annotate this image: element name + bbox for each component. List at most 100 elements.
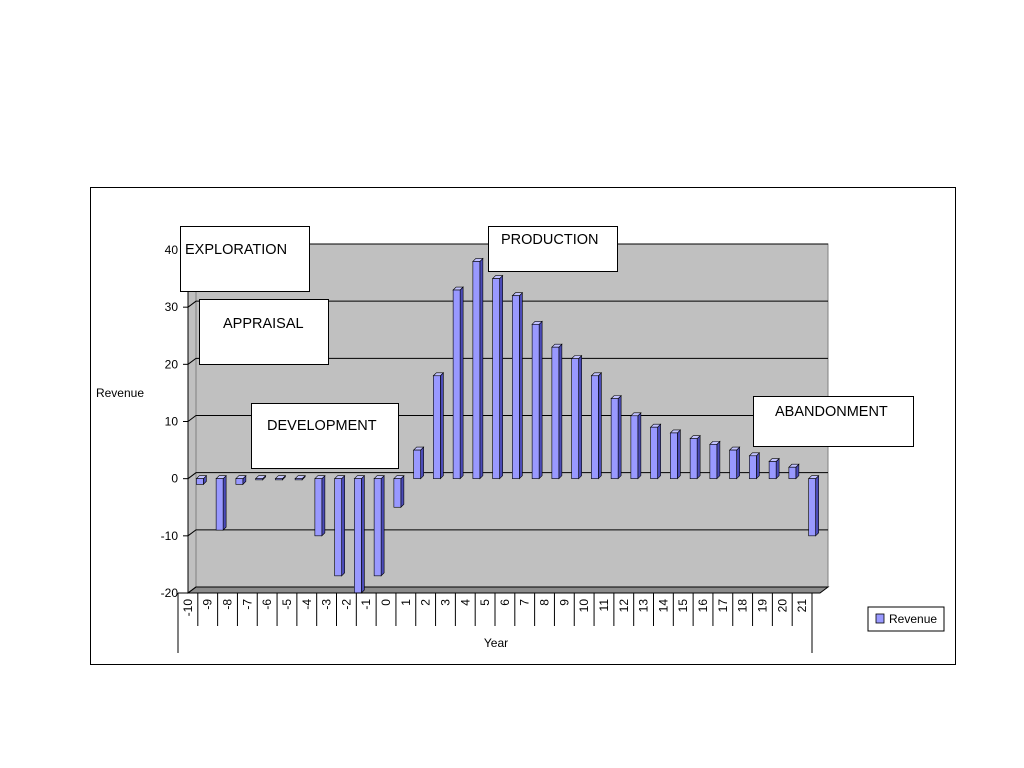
bar-side (440, 372, 444, 480)
gridline (187, 300, 828, 308)
bar (433, 375, 441, 479)
bar-side (558, 343, 563, 480)
x-tick-label: 3 (438, 599, 452, 606)
bar-side (341, 474, 345, 577)
bar-side (519, 292, 523, 480)
legend-swatch (875, 613, 885, 624)
x-tick-label: -10 (181, 599, 195, 617)
y-tick-label: 30 (165, 300, 179, 314)
x-tick-label: 17 (716, 599, 730, 613)
x-tick-label: 6 (498, 599, 512, 606)
x-tick-label: 7 (518, 599, 532, 606)
bar (591, 375, 599, 479)
bar (294, 478, 303, 481)
bar (354, 478, 362, 594)
x-tick-label: -5 (280, 599, 294, 610)
y-tick-label: 0 (171, 472, 178, 486)
bar (630, 415, 639, 479)
bar (275, 478, 283, 481)
bar (551, 346, 560, 479)
bar-side (420, 446, 424, 480)
bar-side (637, 412, 642, 480)
bar-side (736, 446, 740, 480)
x-tick-label: 15 (676, 599, 690, 613)
bar (255, 478, 263, 481)
chart-frame: -20 -10 0 10 20 30 40 Revenue -10 -9 -8 -7 -6 -5 -4 -3-… (90, 187, 956, 665)
annotation-production-label: PRODUCTION (501, 232, 599, 248)
bar-side (657, 423, 661, 480)
bar (373, 478, 382, 577)
x-tick-label: 16 (696, 599, 710, 613)
bar-side (775, 457, 780, 480)
bar-side (696, 434, 701, 480)
bar-side (499, 274, 503, 480)
bar (235, 478, 244, 485)
y-tick-label: -10 (161, 529, 179, 543)
y-tick-label: 40 (165, 243, 179, 257)
x-tick-label: 14 (656, 599, 670, 613)
bar-side (677, 429, 681, 480)
x-tick-label: 4 (458, 599, 472, 606)
annotation-production: PRODUCTION (488, 226, 618, 272)
annotation-exploration: EXPLORATION (180, 226, 310, 292)
bar-side (756, 452, 760, 480)
bar (749, 455, 757, 479)
bar-side (578, 354, 582, 480)
plot-floor (186, 586, 830, 594)
annotation-exploration-label: EXPLORATION (185, 242, 288, 258)
bar (729, 449, 737, 479)
x-tick-label: 10 (577, 599, 591, 613)
bar-side (598, 372, 602, 480)
bar (472, 261, 481, 479)
x-tick-label: 18 (736, 599, 750, 613)
x-tick-label: 13 (637, 599, 651, 613)
annotation-appraisal-label: APPRAISAL (223, 316, 304, 332)
x-tick-label: 12 (617, 599, 631, 613)
bar (709, 444, 718, 479)
annotation-development-label: DEVELOPMENT (267, 418, 377, 434)
bar (215, 478, 224, 531)
bar (413, 449, 421, 479)
x-tick-label: 20 (775, 599, 789, 613)
bar (768, 461, 777, 479)
annotation-appraisal: APPRAISAL (199, 299, 329, 365)
y-axis-title: Revenue (96, 386, 144, 400)
bar-side (459, 286, 464, 480)
bar (334, 478, 342, 577)
bar (788, 466, 797, 479)
bar-side (479, 257, 484, 480)
legend-label: Revenue (889, 612, 937, 626)
x-tick-label: -4 (300, 599, 314, 610)
bar (452, 289, 461, 479)
x-tick-label: -2 (339, 599, 353, 610)
gridline (187, 529, 828, 537)
x-tick-label: 11 (597, 599, 611, 612)
bar-side (716, 440, 721, 480)
bar (531, 324, 540, 479)
bar (808, 478, 816, 537)
x-tick-label: 1 (399, 599, 413, 606)
y-tick-label: 20 (165, 357, 179, 371)
bar (650, 426, 658, 479)
bar-side (815, 474, 819, 537)
x-tick-label: -3 (320, 599, 334, 610)
gridline (187, 586, 828, 594)
x-tick-label: 5 (478, 599, 492, 606)
annotation-abandonment-label: ABANDONMENT (775, 404, 888, 420)
bar (196, 478, 204, 485)
bar (670, 432, 678, 479)
bar (610, 398, 619, 479)
bar-side (380, 474, 385, 577)
x-tick-label: 21 (795, 599, 809, 613)
annotation-abandonment: ABANDONMENT (753, 396, 914, 447)
gridline (187, 357, 828, 365)
y-tick-label: -20 (161, 586, 179, 600)
x-tick-label: -9 (201, 599, 215, 610)
x-tick-label: 0 (379, 599, 393, 606)
x-tick-label: -7 (240, 599, 254, 610)
x-tick-label: -1 (359, 599, 373, 610)
bar-side (222, 474, 227, 531)
bar (689, 438, 698, 479)
bar (393, 478, 402, 508)
